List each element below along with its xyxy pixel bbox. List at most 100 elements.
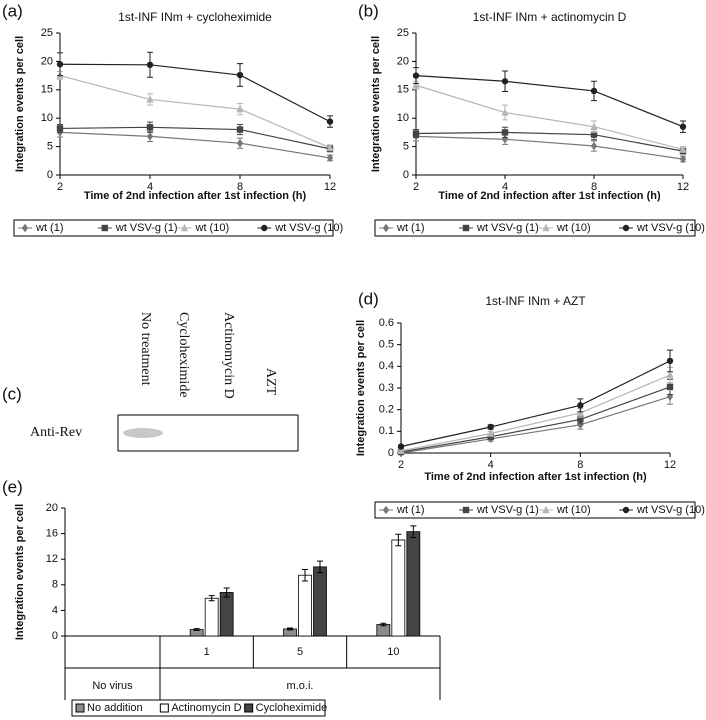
panel-label: (d) <box>358 289 379 308</box>
y-tick-label: 20 <box>397 55 409 67</box>
legend-marker <box>180 223 189 232</box>
group-label: m.o.i. <box>287 680 314 692</box>
point <box>397 443 405 450</box>
error-bar <box>410 525 417 538</box>
y-tick-label: 10 <box>397 112 409 124</box>
blot-row-label: Anti-Rev <box>30 425 82 440</box>
legend-box <box>13 219 334 237</box>
error-bar <box>287 627 293 631</box>
legend-marker <box>622 506 630 514</box>
x-tick-label: 8 <box>591 181 597 193</box>
legend-label: wt (10) <box>195 222 230 234</box>
legend-label: No addition <box>87 702 143 714</box>
legend-label: wt VSV-g (10) <box>636 222 705 234</box>
x-tick-label: 12 <box>677 181 689 193</box>
legend-marker <box>261 224 268 232</box>
x-axis-label: Time of 2nd infection after 1st infectio… <box>438 190 661 202</box>
point <box>146 95 154 103</box>
y-tick-label: 12 <box>46 553 58 565</box>
y-tick-label: 20 <box>46 502 58 514</box>
y-tick-label: 0 <box>403 169 409 181</box>
legend-label: wt VSV-g (1) <box>476 222 539 234</box>
y-tick-label: 15 <box>41 84 53 96</box>
y-tick-label: 0 <box>388 447 394 459</box>
x-tick-label: 2 <box>57 181 63 193</box>
legend-marker <box>542 223 550 232</box>
bar <box>204 597 219 637</box>
line <box>59 75 331 149</box>
legend-marker <box>542 505 550 514</box>
legend-marker <box>462 506 470 514</box>
point <box>666 370 674 379</box>
error-bar <box>223 587 230 598</box>
line <box>59 131 331 159</box>
point <box>236 138 244 148</box>
error-bar <box>395 533 402 547</box>
panel-label: (b) <box>358 1 379 20</box>
point <box>412 81 420 89</box>
point <box>236 71 244 79</box>
x-tick-label: 12 <box>324 181 336 193</box>
legend-marker <box>382 505 390 515</box>
legend-label: wt VSV-g (1) <box>476 504 539 516</box>
point <box>577 420 584 430</box>
point <box>146 124 154 131</box>
y-tick-label: 0.3 <box>379 382 394 394</box>
y-tick-label: 10 <box>41 112 53 124</box>
point <box>577 402 584 409</box>
point <box>146 132 154 141</box>
legend-label: wt VSV-g (10) <box>636 504 705 516</box>
y-tick-label: 25 <box>397 27 409 39</box>
y-tick-label: 4 <box>52 604 58 616</box>
legend-swatch <box>75 703 85 713</box>
line <box>415 131 684 152</box>
legend-marker <box>382 223 390 233</box>
x-axis-label: Time of 2nd infection after 1st infectio… <box>424 471 647 483</box>
chart-title: 1st-INF INm + cycloheximide <box>118 10 272 24</box>
lane-label: AZT <box>263 368 278 396</box>
legend-label: wt (10) <box>556 504 591 516</box>
legend-label: wt (10) <box>556 222 591 234</box>
y-tick-label: 0 <box>47 169 53 181</box>
legend-box <box>374 501 696 519</box>
y-tick-label: 25 <box>41 27 53 39</box>
legend-marker <box>101 224 108 232</box>
x-tick-label: 4 <box>147 181 153 193</box>
legend-marker <box>462 224 470 232</box>
legend-label: wt VSV-g (1) <box>115 222 178 234</box>
x-axis-label: Time of 2nd infection after 1st infectio… <box>84 190 307 202</box>
point <box>577 416 584 423</box>
panel-label: (e) <box>2 477 23 496</box>
y-tick-label: 5 <box>403 141 409 153</box>
y-tick-label: 0.1 <box>379 425 394 437</box>
bar <box>313 566 327 637</box>
point <box>590 131 598 138</box>
point <box>501 135 509 144</box>
point <box>397 446 405 455</box>
line <box>59 63 331 123</box>
bar <box>298 574 312 637</box>
bar <box>391 539 406 637</box>
error-bar <box>317 560 323 574</box>
point <box>666 383 674 391</box>
line <box>400 374 671 452</box>
point <box>236 126 244 133</box>
legend-swatch <box>159 703 169 713</box>
bar <box>219 592 234 637</box>
point <box>590 122 598 130</box>
point <box>236 104 244 113</box>
lane-label: No treatment <box>138 312 153 386</box>
y-tick-label: 8 <box>52 579 58 591</box>
point <box>326 118 334 125</box>
line <box>415 84 684 151</box>
panel-label: (a) <box>2 1 23 20</box>
line <box>415 75 684 128</box>
legend-box <box>374 219 696 237</box>
point <box>486 429 495 437</box>
x-tick-label: 2 <box>398 459 404 471</box>
y-axis-label: Integration events per cell <box>355 320 367 456</box>
point <box>590 141 598 151</box>
legend-label: wt (1) <box>396 504 425 516</box>
point <box>666 357 674 365</box>
